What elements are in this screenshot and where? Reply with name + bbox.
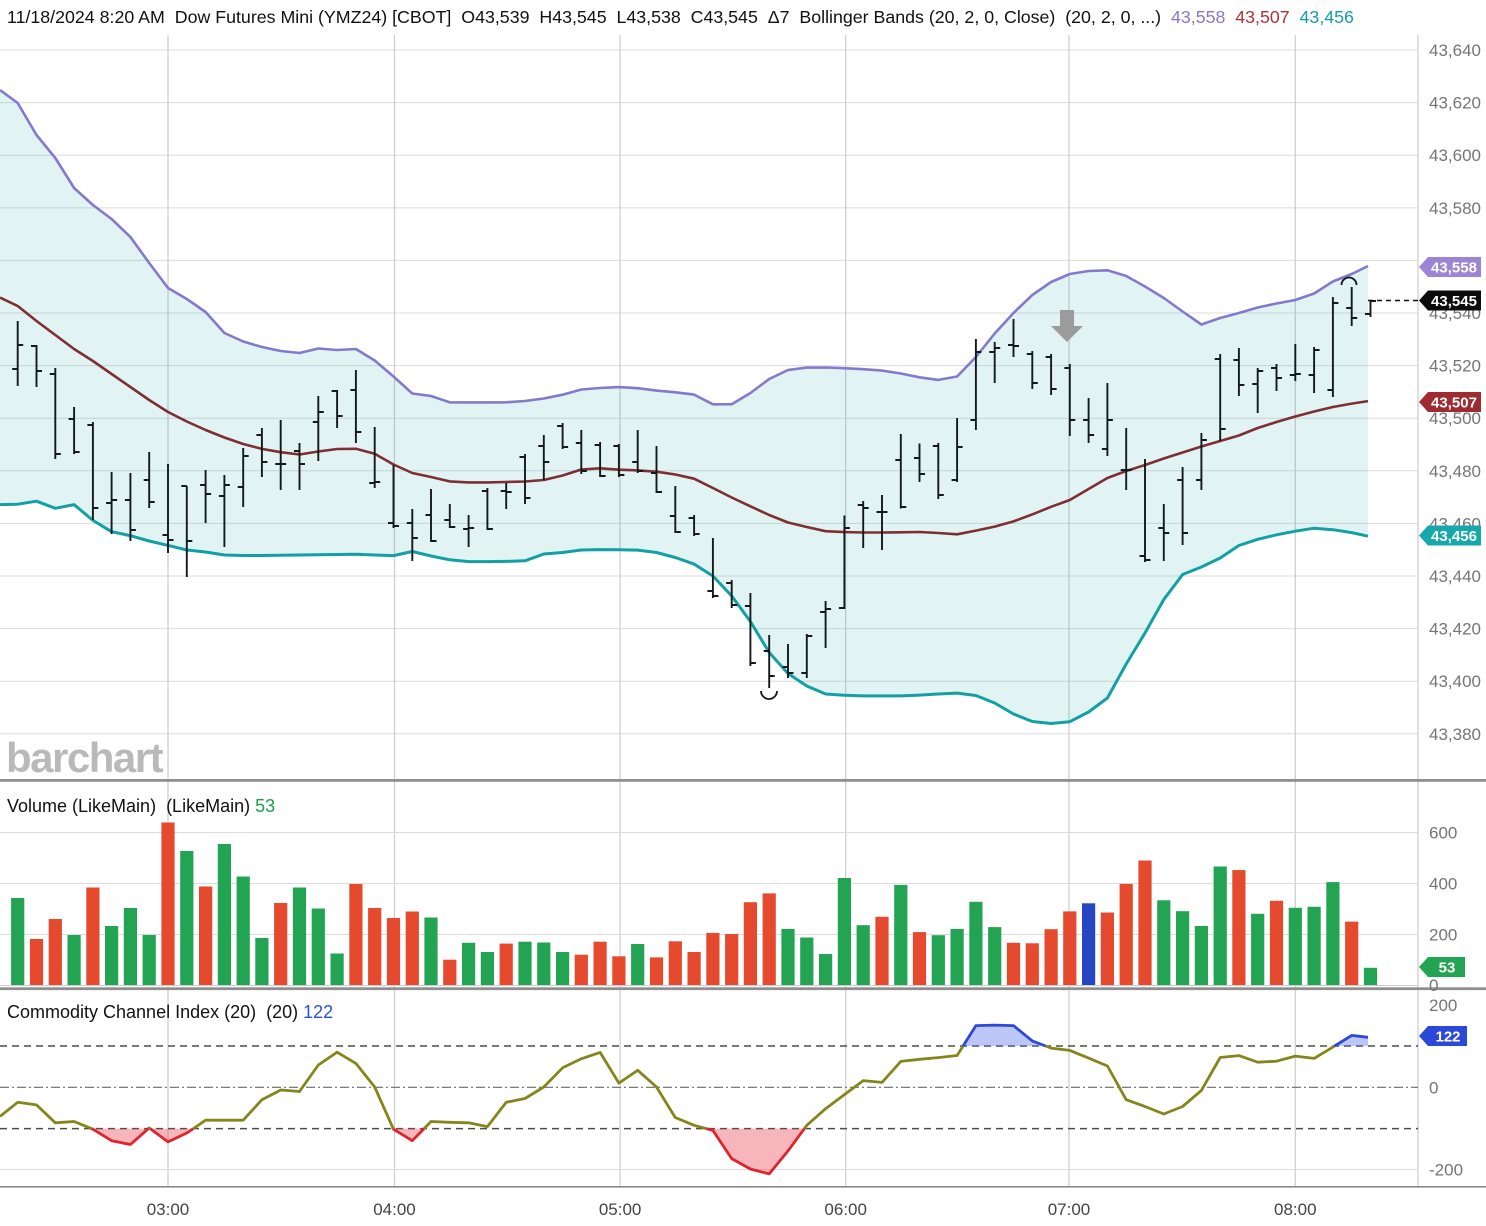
svg-text:200: 200 [1429,926,1457,945]
svg-text:Commodity Channel Index (20): Commodity Channel Index (20) (20) 122 [7,1002,333,1022]
svg-text:43,480: 43,480 [1429,462,1481,481]
svg-text:06:00: 06:00 [824,1200,867,1219]
svg-text:0: 0 [1429,976,1438,995]
svg-text:53: 53 [1439,960,1456,977]
svg-text:43,456: 43,456 [1431,528,1477,545]
svg-text:43,545: 43,545 [1431,293,1477,310]
svg-text:barchart: barchart [6,734,164,781]
svg-text:11/18/2024 8:20 AM Dow Future: 11/18/2024 8:20 AM Dow Futures Mini (YMZ… [7,7,1354,27]
svg-text:43,500: 43,500 [1429,409,1481,428]
svg-text:43,520: 43,520 [1429,357,1481,376]
svg-text:200: 200 [1429,996,1457,1015]
svg-text:43,440: 43,440 [1429,567,1481,586]
svg-text:43,420: 43,420 [1429,620,1481,639]
svg-text:04:00: 04:00 [373,1200,416,1219]
svg-text:03:00: 03:00 [147,1200,190,1219]
svg-text:05:00: 05:00 [599,1200,642,1219]
svg-text:600: 600 [1429,824,1457,843]
svg-text:43,380: 43,380 [1429,725,1481,744]
svg-text:43,640: 43,640 [1429,41,1481,60]
svg-text:43,580: 43,580 [1429,199,1481,218]
svg-text:43,400: 43,400 [1429,672,1481,691]
svg-text:43,600: 43,600 [1429,146,1481,165]
svg-text:07:00: 07:00 [1048,1200,1091,1219]
svg-text:400: 400 [1429,875,1457,894]
svg-text:Volume (LikeMain) (LikeMain): Volume (LikeMain) (LikeMain) 53 [7,796,275,816]
svg-text:43,507: 43,507 [1431,395,1477,412]
svg-text:08:00: 08:00 [1274,1200,1317,1219]
svg-text:43,558: 43,558 [1431,260,1477,277]
svg-text:43,620: 43,620 [1429,94,1481,113]
svg-text:-200: -200 [1429,1161,1463,1180]
svg-text:0: 0 [1429,1078,1438,1097]
svg-text:122: 122 [1435,1029,1460,1046]
